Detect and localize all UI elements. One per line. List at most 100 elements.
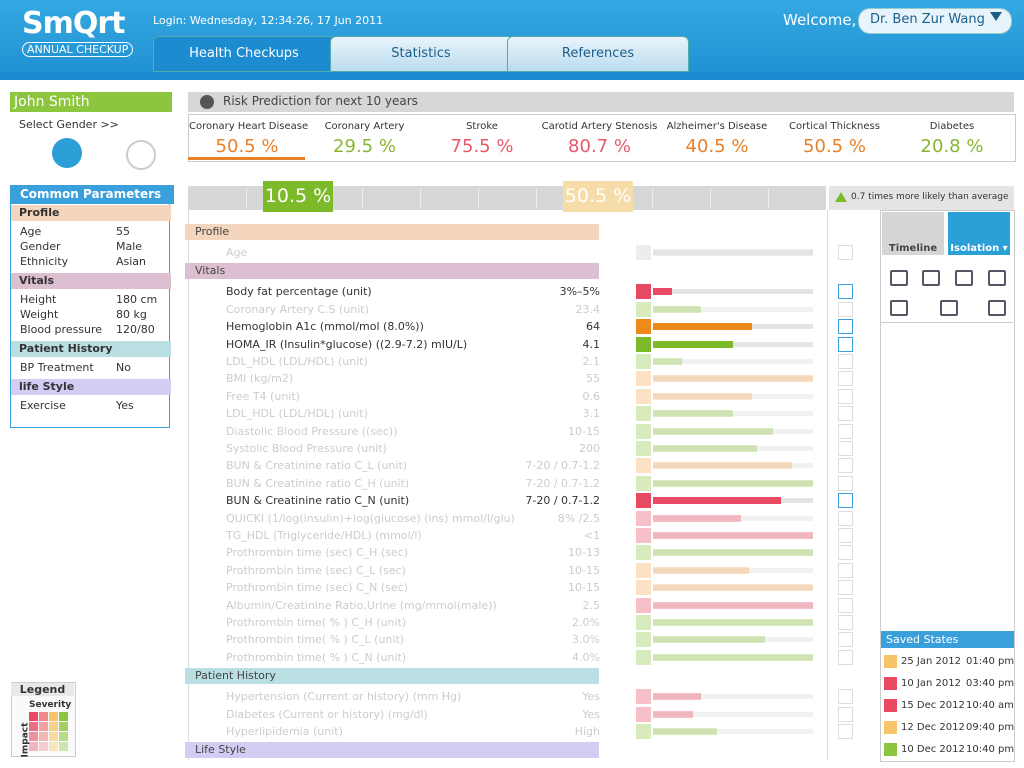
state-color[interactable] bbox=[884, 699, 897, 712]
state-date[interactable]: 25 Jan 2012 bbox=[901, 656, 961, 667]
item-name[interactable]: Prothrombin time( % ) C_L (unit) bbox=[226, 633, 405, 647]
tool-icon[interactable] bbox=[988, 300, 1006, 316]
checkbox[interactable] bbox=[838, 706, 853, 722]
tool-icon[interactable] bbox=[988, 270, 1006, 286]
item-name[interactable]: Prothrombin time (sec) C_N (sec) bbox=[226, 581, 408, 595]
disease-value[interactable]: 75.5 % bbox=[450, 136, 514, 157]
tool-icon[interactable] bbox=[890, 270, 908, 286]
isolation-label[interactable]: Isolation ▾ bbox=[950, 243, 1008, 254]
tab[interactable] bbox=[507, 36, 689, 72]
state-color[interactable] bbox=[884, 743, 897, 756]
checkbox[interactable] bbox=[838, 319, 853, 335]
checkbox[interactable] bbox=[838, 388, 853, 404]
disease-name[interactable]: Carotid Artery Stenosis bbox=[541, 121, 658, 132]
checkbox[interactable] bbox=[838, 545, 853, 561]
item-name[interactable]: Diastolic Blood Pressure ((sec)) bbox=[226, 424, 398, 438]
item-name[interactable]: Prothrombin time( % ) C_H (unit) bbox=[226, 616, 407, 629]
patient-name[interactable]: John Smith bbox=[10, 92, 172, 112]
risk-back[interactable] bbox=[200, 95, 214, 109]
state-date[interactable]: 10 Jan 2012 bbox=[901, 678, 961, 689]
disease-value[interactable]: 29.5 % bbox=[333, 136, 396, 157]
user-menu[interactable] bbox=[858, 8, 1012, 34]
checkbox[interactable] bbox=[838, 580, 853, 596]
checkbox[interactable] bbox=[838, 336, 853, 352]
disease-name[interactable]: Coronary Heart Disease bbox=[189, 121, 309, 132]
disease-name[interactable]: Diabetes bbox=[929, 121, 975, 132]
item-name[interactable]: QUICKI (1/log(insulin)+log(glucose) (ins… bbox=[226, 511, 515, 525]
item-name[interactable]: Hyperlipidemia (unit) bbox=[226, 725, 343, 738]
disease-name[interactable]: Cortical Thickness bbox=[789, 121, 880, 132]
state-date[interactable]: 15 Dec 2012 bbox=[901, 700, 965, 711]
checkbox[interactable] bbox=[838, 493, 853, 509]
female-icon[interactable] bbox=[126, 140, 156, 170]
checkbox[interactable] bbox=[838, 354, 853, 369]
item-name[interactable]: Hypertension (Current or history) (mm Hg… bbox=[226, 690, 462, 704]
checkbox[interactable] bbox=[838, 245, 853, 260]
state-date[interactable]: 12 Dec 2012 bbox=[901, 722, 965, 733]
timeline-btn[interactable] bbox=[882, 212, 944, 255]
item-name[interactable]: Body fat percentage (unit) bbox=[226, 285, 372, 299]
checkbox[interactable] bbox=[838, 301, 853, 317]
checkbox[interactable] bbox=[838, 689, 853, 705]
isolation-btn[interactable] bbox=[948, 212, 1010, 255]
disease-value[interactable]: 80.7 % bbox=[568, 136, 631, 157]
tab[interactable] bbox=[153, 36, 337, 72]
state-time[interactable]: 01:40 pm bbox=[966, 656, 1015, 667]
state-time[interactable]: 09:40 pm bbox=[966, 722, 1015, 733]
disease-value[interactable]: 40.5 % bbox=[685, 136, 749, 157]
item-name[interactable]: Diabetes (Current or history) (mg/dl) bbox=[226, 707, 428, 721]
tab-label[interactable]: Health Checkups bbox=[189, 46, 299, 61]
disease-value[interactable]: 50.5 % bbox=[215, 136, 279, 157]
item-name[interactable]: Prothrombin time( % ) C_N (unit) bbox=[226, 650, 407, 664]
item-name[interactable]: LDL_HDL (LDL/HDL) (unit) bbox=[226, 407, 368, 421]
tab-label[interactable]: Statistics bbox=[391, 46, 451, 61]
item-name[interactable]: Hemoglobin A1c (mmol/mol (8.0%)) bbox=[226, 320, 424, 334]
disease-name[interactable]: Stroke bbox=[466, 121, 498, 132]
timeline-label[interactable]: Timeline bbox=[888, 243, 938, 254]
item-name[interactable]: LDL_HDL (LDL/HDL) (unit) bbox=[226, 355, 368, 368]
checkbox[interactable] bbox=[838, 632, 853, 648]
item-name[interactable]: BUN & Creatinine ratio C_H (unit) bbox=[226, 476, 410, 490]
disease-value[interactable]: 20.8 % bbox=[920, 136, 984, 157]
checkbox[interactable] bbox=[838, 284, 853, 300]
disease-value[interactable]: 50.5 % bbox=[803, 136, 866, 157]
checkbox[interactable] bbox=[838, 475, 853, 491]
tool-icon[interactable] bbox=[922, 270, 940, 286]
checkbox[interactable] bbox=[838, 724, 853, 739]
tool-icon[interactable] bbox=[955, 270, 973, 286]
disease-name[interactable]: Coronary Artery bbox=[324, 121, 405, 132]
tool-icon[interactable] bbox=[890, 300, 908, 316]
checkbox[interactable] bbox=[838, 615, 853, 630]
item-name[interactable]: BUN & Creatinine ratio C_L (unit) bbox=[226, 459, 408, 473]
item-name[interactable]: TG_HDL (Triglyceride/HDL) (mmol/l) bbox=[226, 529, 422, 542]
state-color[interactable] bbox=[884, 655, 897, 668]
item-name[interactable]: Coronary Artery C.S (unit) bbox=[226, 302, 369, 316]
item-name[interactable]: Prothrombin time (sec) C_L (sec) bbox=[226, 563, 406, 577]
item-name[interactable]: BMI (kg/m2) bbox=[226, 372, 294, 386]
checkbox[interactable] bbox=[838, 458, 853, 474]
male-icon[interactable] bbox=[52, 138, 82, 168]
checkbox[interactable] bbox=[838, 528, 853, 543]
checkbox[interactable] bbox=[838, 562, 853, 578]
item-name[interactable]: Free T4 (unit) bbox=[226, 389, 300, 403]
item-name[interactable]: Prothrombin time (sec) C_H (sec) bbox=[226, 546, 409, 560]
state-time[interactable]: 03:40 pm bbox=[966, 678, 1015, 689]
state-color[interactable] bbox=[884, 677, 897, 690]
item-name[interactable]: BUN & Creatinine ratio C_N (unit) bbox=[226, 494, 410, 508]
state-time[interactable]: 10:40 am bbox=[966, 700, 1014, 711]
disease-name[interactable]: Alzheimer's Disease bbox=[666, 121, 768, 132]
checkbox[interactable] bbox=[838, 406, 853, 422]
user-name[interactable]: Dr. Ben Zur Wang bbox=[870, 12, 985, 27]
state-color[interactable] bbox=[884, 721, 897, 734]
checkbox[interactable] bbox=[838, 371, 853, 387]
checkbox[interactable] bbox=[838, 441, 853, 456]
tab-label[interactable]: References bbox=[561, 46, 635, 61]
item-name[interactable]: HOMA_IR (Insulin*glucose) ((2.9-7.2) mIU… bbox=[226, 337, 468, 351]
tab[interactable] bbox=[330, 36, 514, 72]
checkbox[interactable] bbox=[838, 423, 853, 439]
tool-icon[interactable] bbox=[940, 300, 958, 316]
item-name[interactable]: Albumin/Creatinine Ratio,Urine (mg/mmol(… bbox=[226, 598, 497, 612]
checkbox[interactable] bbox=[838, 510, 853, 526]
item-name[interactable]: Age bbox=[226, 246, 248, 259]
item-name[interactable]: Systolic Blood Pressure (unit) bbox=[226, 442, 387, 455]
